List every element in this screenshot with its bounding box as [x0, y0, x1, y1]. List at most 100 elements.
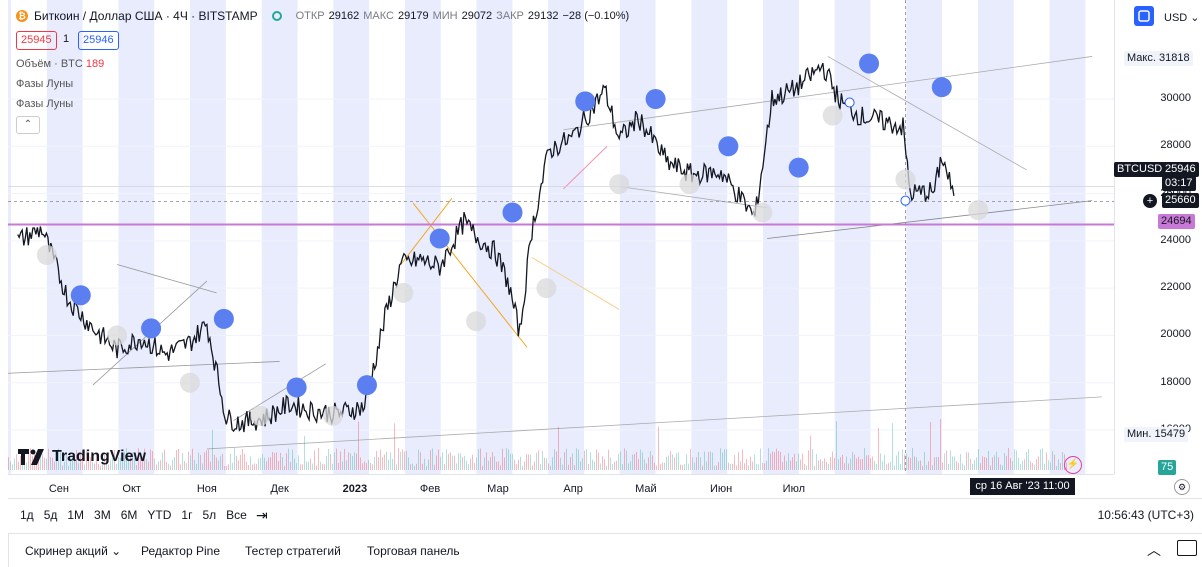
- range-button[interactable]: Все: [226, 508, 247, 522]
- volume-bar: [724, 449, 725, 470]
- volume-bar: [1052, 451, 1053, 470]
- tab-strategy-tester[interactable]: Тестер стратегий: [245, 544, 341, 558]
- tab-label: Скринер акций: [25, 544, 108, 558]
- volume-bar: [942, 462, 943, 470]
- min-value: 15479: [1154, 428, 1186, 440]
- volume-bar: [952, 456, 953, 470]
- chevron-up-icon[interactable]: ︿: [1147, 542, 1161, 558]
- volume-bar: [716, 465, 717, 470]
- volume-bar: [982, 456, 983, 470]
- volume-bar: [780, 451, 781, 470]
- volume-bar: [84, 464, 85, 470]
- volume-bar: [876, 463, 877, 470]
- chart-plot-area[interactable]: [8, 0, 1114, 474]
- volume-bar: [600, 463, 601, 470]
- range-button[interactable]: YTD: [147, 508, 172, 522]
- currency-select[interactable]: USD ⌄: [1164, 11, 1200, 24]
- volume-bar: [788, 453, 789, 470]
- volume-bar: [510, 453, 511, 470]
- volume-bar: [756, 463, 757, 470]
- collapse-indicators-button[interactable]: ⌃: [16, 116, 40, 134]
- volume-bar: [828, 463, 829, 470]
- range-button[interactable]: 6М: [120, 508, 138, 522]
- volume-bar: [918, 461, 919, 470]
- price-chart[interactable]: [8, 0, 1114, 474]
- buy-button[interactable]: 25946: [78, 31, 119, 50]
- lightning-icon[interactable]: ⚡: [1064, 456, 1082, 474]
- compare-button[interactable]: [1134, 6, 1154, 26]
- volume-bar: [44, 457, 45, 470]
- add-alert-icon[interactable]: +: [1142, 193, 1158, 209]
- volume-bar: [1060, 463, 1061, 470]
- tab-pine-editor[interactable]: Редактор Pine: [141, 544, 221, 558]
- volume-bar: [542, 451, 543, 470]
- price-tick-label: 22000: [1160, 281, 1191, 294]
- date-range-bar: 1д 5д 1М 3М 6М YTD 1г 5л Все: [20, 508, 247, 522]
- volume-bar: [438, 449, 439, 470]
- volume-bar: [310, 458, 311, 470]
- volume-bar: [518, 459, 519, 470]
- volume-bar: [642, 452, 643, 470]
- range-button[interactable]: 3М: [94, 508, 111, 522]
- volume-bar: [846, 456, 847, 470]
- volume-bar: [936, 457, 937, 470]
- volume-bar: [452, 455, 453, 470]
- volume-indicator[interactable]: Объём · BTC 189: [16, 58, 104, 70]
- maximize-icon[interactable]: [1177, 540, 1197, 556]
- time-tick-label: Сен: [48, 483, 69, 495]
- sell-button[interactable]: 25945: [16, 31, 57, 50]
- volume-bar: [682, 465, 683, 470]
- volume-bar: [850, 458, 851, 470]
- goto-date-icon[interactable]: ⇥: [256, 507, 268, 523]
- tab-stock-screener[interactable]: Скринер акций ⌄: [25, 544, 121, 558]
- clock[interactable]: 10:56:43 (UTC+3): [1097, 508, 1194, 522]
- range-button[interactable]: 1д: [20, 508, 34, 522]
- tab-trading-panel[interactable]: Торговая панель: [367, 544, 460, 558]
- volume-bar: [698, 452, 699, 470]
- settings-icon[interactable]: ⚙: [1174, 479, 1190, 495]
- symbol-title[interactable]: Биткоин / Доллар США · 4Ч · BITSTAMP: [34, 9, 258, 23]
- volume-bar: [80, 454, 81, 470]
- volume-bar: [324, 464, 325, 470]
- new-moon-marker: [179, 372, 200, 393]
- price-axis[interactable]: 1600018000200002200024000260002800030000: [1114, 0, 1202, 474]
- volume-bar: [514, 459, 515, 470]
- volume-bar: [444, 464, 445, 470]
- range-button[interactable]: 1г: [181, 508, 193, 522]
- volume-bar: [1036, 459, 1037, 470]
- volume-bar: [220, 455, 221, 470]
- volume-bar: [348, 452, 349, 470]
- volume-bar: [1054, 454, 1055, 470]
- volume-bar: [436, 455, 437, 470]
- quantity-value[interactable]: 1: [63, 33, 70, 45]
- volume-bar: [376, 450, 377, 470]
- range-button[interactable]: 1М: [67, 508, 85, 522]
- time-tick-label: Июл: [782, 483, 805, 495]
- volume-bar: [264, 457, 265, 470]
- volume-bar: [204, 452, 205, 470]
- moon-phases-indicator-2[interactable]: Фазы Луны: [16, 98, 74, 110]
- volume-bar: [170, 465, 171, 470]
- price-line: [17, 62, 955, 433]
- time-axis[interactable]: СенОктНояДек2023ФевМарАпрМайИюнИюлОкт: [8, 474, 1114, 499]
- volume-bar: [258, 458, 259, 470]
- volume-bar: [206, 450, 207, 470]
- volume-bar: [672, 454, 673, 470]
- min-label: Мин.: [1127, 428, 1152, 440]
- volume-bar: [58, 448, 59, 470]
- volume-bar: [214, 454, 215, 470]
- volume-bar: [900, 463, 901, 470]
- moon-phases-indicator-1[interactable]: Фазы Луны: [16, 78, 74, 90]
- volume-bar: [336, 448, 337, 470]
- range-button[interactable]: 5д: [43, 508, 58, 522]
- trend-line: [563, 56, 1093, 131]
- time-tick-label: Мар: [487, 483, 509, 495]
- volume-bar: [176, 450, 177, 470]
- volume-bar: [226, 465, 227, 470]
- volume-bar: [128, 458, 129, 470]
- volume-bar: [746, 459, 747, 470]
- new-moon-marker: [466, 311, 487, 332]
- volume-bar: [854, 454, 855, 470]
- volume-bar: [30, 448, 31, 470]
- range-button[interactable]: 5л: [202, 508, 217, 522]
